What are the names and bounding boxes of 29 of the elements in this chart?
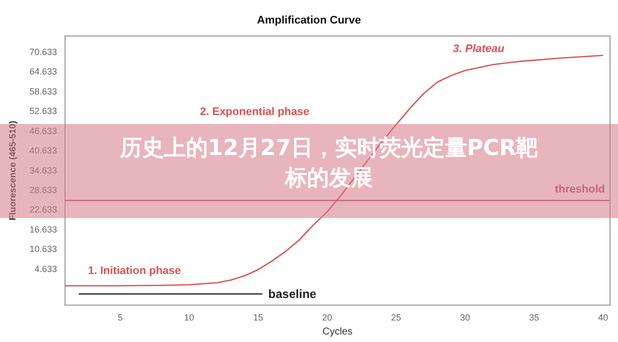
y-tick-label: 34.633 [29, 165, 57, 176]
x-tick-label: 40 [598, 312, 608, 323]
y-tick-label: 70.633 [29, 46, 57, 57]
chart-title: Amplification Curve [257, 14, 361, 26]
y-tick-label: 52.633 [29, 106, 57, 116]
y-tick-label: 40.633 [29, 146, 57, 156]
x-tick-label: 25 [391, 312, 402, 323]
x-tick-label: 20 [322, 312, 332, 323]
y-tick-label: 64.633 [29, 66, 57, 77]
y-tick-label: 58.633 [29, 86, 57, 96]
annotation: 2. Exponential phase [200, 106, 310, 118]
line-series [64, 54, 604, 286]
x-tick-label: 35 [529, 312, 540, 323]
x-axis-title: Cycles [322, 326, 353, 338]
y-tick-label: 10.633 [29, 244, 57, 254]
y-tick-label: 16.633 [29, 224, 57, 234]
annotation: 3. Plateau [453, 43, 505, 55]
y-tick-label: 46.633 [29, 126, 57, 136]
y-tick-label: 22.633 [29, 204, 57, 215]
y-axis-title: Fluorescence (465-510) [8, 120, 18, 220]
x-tick-label: 5 [118, 312, 123, 323]
annotation: 1. Initiation phase [88, 265, 181, 277]
ref-line-label: threshold [554, 183, 605, 196]
series-label: baseline [268, 286, 317, 301]
x-tick-label: 15 [253, 312, 264, 323]
y-tick-label: 4.633 [34, 264, 57, 274]
x-tick-label: 30 [460, 312, 470, 323]
x-tick-label: 10 [184, 312, 194, 323]
y-tick-label: 28.633 [29, 184, 57, 195]
